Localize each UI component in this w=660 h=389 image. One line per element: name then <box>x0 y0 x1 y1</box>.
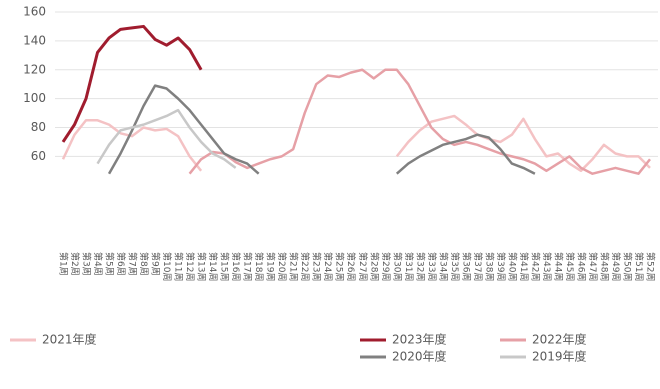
x-tick-label: 第11周 <box>173 252 185 281</box>
y-tick-label: 80 <box>31 120 46 134</box>
x-tick-label: 第15周 <box>219 252 231 281</box>
x-tick-label: 第43周 <box>541 252 553 281</box>
x-tick-label: 第2周 <box>69 252 81 276</box>
x-tick-label: 第47周 <box>587 252 599 281</box>
x-tick-label: 第28周 <box>368 252 380 281</box>
x-tick-label: 第38周 <box>483 252 495 281</box>
x-tick-label: 第10周 <box>161 252 173 281</box>
x-tick-label: 第24周 <box>322 252 334 281</box>
x-tick-label: 第6周 <box>115 252 127 276</box>
x-tick-label: 第14周 <box>207 252 219 281</box>
x-tick-label: 第21周 <box>288 252 300 281</box>
x-tick-label: 第41周 <box>518 252 530 281</box>
x-tick-label: 第19周 <box>265 252 277 281</box>
x-tick-label: 第51周 <box>633 252 645 281</box>
series-line <box>96 108 237 169</box>
x-tick-label: 第16周 <box>230 252 242 281</box>
x-tick-label: 第33周 <box>426 252 438 281</box>
x-tick-label: 第26周 <box>345 252 357 281</box>
x-tick-label: 第34周 <box>437 252 449 281</box>
x-tick-label: 第20周 <box>276 252 288 281</box>
x-tick-label: 第32周 <box>414 252 426 281</box>
y-tick-label: 100 <box>23 91 46 105</box>
x-tick-label: 第9周 <box>150 252 162 276</box>
y-tick-label: 160 <box>23 5 46 19</box>
y-tick-label: 60 <box>31 149 46 163</box>
x-tick-label: 第39周 <box>495 252 507 281</box>
legend-label: 2020年度 <box>392 349 447 364</box>
x-tick-label: 第48周 <box>598 252 610 281</box>
x-tick-label: 第1周 <box>58 252 70 276</box>
x-tick-label: 第35周 <box>449 252 461 281</box>
y-tick-label: 140 <box>23 33 46 47</box>
x-tick-label: 第31周 <box>403 252 415 281</box>
legend-label: 2019年度 <box>532 349 587 364</box>
legend-label: 2023年度 <box>392 332 447 347</box>
y-tick-label: 120 <box>23 62 46 76</box>
x-tick-label: 第27周 <box>357 252 369 281</box>
x-tick-label: 第45周 <box>564 252 576 281</box>
x-tick-label: 第17周 <box>242 252 254 281</box>
x-tick-label: 第36周 <box>460 252 472 281</box>
x-tick-label: 第13周 <box>196 252 208 281</box>
x-tick-label: 第3周 <box>81 252 93 276</box>
x-tick-label: 第18周 <box>253 252 265 281</box>
x-tick-label: 第12周 <box>184 252 196 281</box>
x-tick-label: 第29周 <box>380 252 392 281</box>
legend-label: 2021年度 <box>42 332 97 347</box>
x-tick-label: 第5周 <box>104 252 116 276</box>
x-tick-label: 第8周 <box>138 252 150 276</box>
x-tick-label: 第49周 <box>610 252 622 281</box>
series-line <box>188 68 651 175</box>
x-tick-label: 第44周 <box>552 252 564 281</box>
series-line <box>61 24 203 143</box>
x-tick-label: 第4周 <box>92 252 104 276</box>
x-tick-label: 第46周 <box>575 252 587 281</box>
x-tick-label: 第22周 <box>299 252 311 281</box>
x-tick-label: 第52周 <box>645 252 657 281</box>
x-tick-label: 第50周 <box>621 252 633 281</box>
legend-label: 2022年度 <box>532 332 587 347</box>
x-tick-label: 第40周 <box>506 252 518 281</box>
x-tick-label: 第23周 <box>311 252 323 281</box>
series-line <box>61 114 651 173</box>
x-tick-label: 第25周 <box>334 252 346 281</box>
x-tick-label: 第37周 <box>472 252 484 281</box>
x-tick-label: 第7周 <box>127 252 139 276</box>
x-tick-label: 第42周 <box>529 252 541 281</box>
x-tick-label: 第30周 <box>391 252 403 281</box>
